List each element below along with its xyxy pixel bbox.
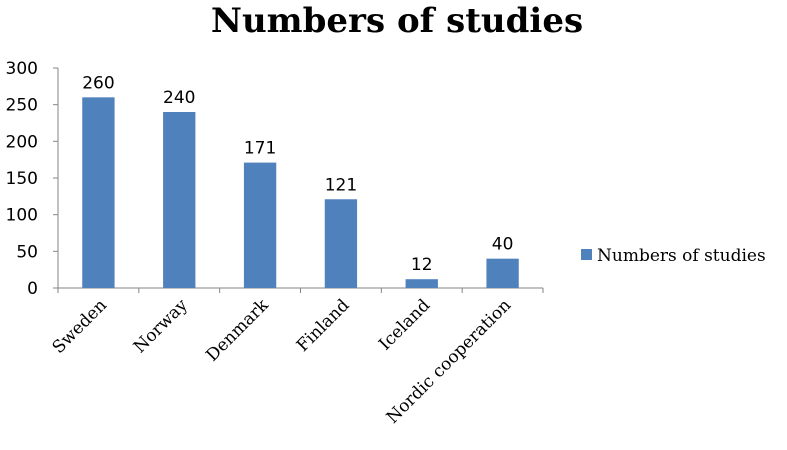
category-label: Sweden: [49, 295, 111, 357]
bar: [324, 199, 358, 288]
chart-title: Numbers of studies: [211, 1, 583, 41]
data-label: 40: [492, 235, 514, 255]
y-tick-label: 100: [6, 206, 38, 226]
category-label: Iceland: [375, 295, 434, 354]
legend: Numbers of studies: [581, 246, 766, 266]
y-tick-label: 300: [6, 59, 38, 79]
bar-series: [82, 97, 519, 288]
data-label: 12: [411, 255, 433, 275]
bar: [243, 162, 277, 288]
y-axis: 0 50 100 150 200 250 300: [6, 59, 59, 299]
category-labels: Sweden Norway Denmark Finland IcelandNordic …: [49, 295, 516, 428]
x-axis: [57, 287, 544, 293]
y-tick-label: 0: [27, 279, 38, 299]
data-label: 121: [325, 175, 357, 195]
data-labels: 260 240 171 121 12 40: [82, 73, 513, 275]
legend-swatch: [581, 249, 592, 260]
category-label: Denmark: [202, 295, 273, 366]
data-label: 171: [244, 139, 276, 159]
y-tick-label: 50: [16, 242, 38, 262]
legend-label: Numbers of studies: [597, 246, 766, 266]
bar: [82, 97, 115, 288]
bar: [405, 279, 438, 288]
y-tick-label: 200: [6, 132, 38, 152]
data-label: 260: [82, 73, 114, 93]
data-label: 240: [163, 88, 195, 108]
bar: [486, 258, 519, 288]
bar: [163, 112, 196, 288]
y-tick-label: 150: [6, 169, 38, 189]
category-label: Norway: [130, 295, 192, 357]
category-label: Finland: [293, 295, 354, 356]
y-tick-label: 250: [6, 96, 38, 116]
